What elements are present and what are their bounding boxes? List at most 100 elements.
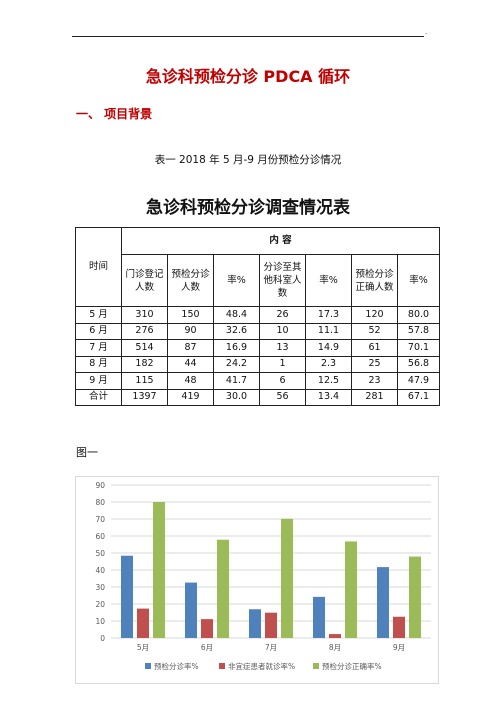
table-cell: 6 xyxy=(259,372,306,390)
table-header-time: 时间 xyxy=(75,227,122,307)
y-tick-label: 30 xyxy=(95,583,105,592)
column-header: 预检分诊正确人数 xyxy=(351,254,398,307)
y-tick-label: 10 xyxy=(95,617,105,626)
row-label: 合计 xyxy=(75,388,122,406)
table-cell: 182 xyxy=(121,355,168,373)
row-label: 7 月 xyxy=(75,339,122,357)
bar xyxy=(121,555,133,638)
table-cell: 26 xyxy=(259,306,306,324)
table-header-content: 内 容 xyxy=(120,227,441,255)
table-cell: 419 xyxy=(167,388,214,406)
table-cell: 1 xyxy=(259,355,306,373)
table-cell: 25 xyxy=(351,355,398,373)
legend-swatch xyxy=(313,663,319,669)
y-tick-label: 60 xyxy=(95,532,105,541)
table-cell: 514 xyxy=(121,339,168,357)
table-cell: 2.3 xyxy=(305,355,352,373)
table-cell: 57.8 xyxy=(396,322,441,340)
column-header: 门诊登记人数 xyxy=(121,254,168,307)
row-label: 9 月 xyxy=(75,372,122,390)
x-tick-label: 8月 xyxy=(329,643,341,652)
y-tick-label: 70 xyxy=(95,515,105,524)
table-caption: 表一 2018 年 5 月-9 月份预检分诊情况 xyxy=(154,154,342,166)
x-tick-label: 5月 xyxy=(137,643,149,652)
table-row: 合计 1397 419 30.0 56 13.4 281 67.1 xyxy=(75,388,441,406)
bar xyxy=(217,539,229,638)
bar xyxy=(409,556,421,638)
table-row: 8 月 182 44 24.2 1 2.3 25 56.8 xyxy=(75,355,441,373)
x-tick-label: 9月 xyxy=(393,643,405,652)
table-cell: 70.1 xyxy=(396,339,441,357)
bar xyxy=(281,518,293,638)
table-cell: 310 xyxy=(121,306,168,324)
table-cell: 1397 xyxy=(121,388,168,406)
table-cell: 17.3 xyxy=(305,306,352,324)
document-title: 急诊科预检分诊 PDCA 循环 xyxy=(145,67,351,86)
column-header: 率% xyxy=(305,254,352,307)
table-row: 5 月 310 150 48.4 26 17.3 120 80.0 xyxy=(75,306,441,324)
header-rule xyxy=(72,36,424,37)
table-row: 6 月 276 90 32.6 10 11.1 52 57.8 xyxy=(75,322,441,340)
table-cell: 30.0 xyxy=(213,388,260,406)
bar-chart: 0 10 20 30 40 50 60 70 80 90 5月 6月 7月 8月 9月 预检分诊率% 非宜症患者… xyxy=(75,476,439,684)
table-cell: 52 xyxy=(351,322,398,340)
bar xyxy=(265,612,277,638)
legend-swatch xyxy=(219,663,225,669)
table-cell: 24.2 xyxy=(213,355,260,373)
survey-table: 时间 内 容 门诊登记人数 预检分诊人数 率% 分诊至其他科室人数 率% 预检分… xyxy=(75,227,441,406)
y-tick-label: 50 xyxy=(95,549,105,558)
bar xyxy=(201,619,213,638)
bar xyxy=(393,616,405,638)
legend-label: 预检分诊率% xyxy=(154,661,199,671)
table-cell: 87 xyxy=(167,339,214,357)
table-cell: 56.8 xyxy=(396,355,441,373)
table-cell: 276 xyxy=(121,322,168,340)
table-cell: 115 xyxy=(121,372,168,390)
table-cell: 61 xyxy=(351,339,398,357)
table-cell: 48.4 xyxy=(213,306,260,324)
header-mark: . xyxy=(425,28,428,36)
table-cell: 90 xyxy=(167,322,214,340)
table-cell: 10 xyxy=(259,322,306,340)
table-cell: 47.9 xyxy=(396,372,441,390)
table-cell: 32.6 xyxy=(213,322,260,340)
section-heading: 一、 项目背景 xyxy=(76,107,153,121)
bar xyxy=(329,634,341,638)
bar xyxy=(249,609,261,638)
bar xyxy=(153,502,165,638)
table-cell: 23 xyxy=(351,372,398,390)
row-label: 5 月 xyxy=(75,306,122,324)
table-cell: 14.9 xyxy=(305,339,352,357)
row-label: 6 月 xyxy=(75,322,122,340)
bar xyxy=(313,596,325,638)
y-tick-label: 90 xyxy=(95,481,105,490)
table-cell: 11.1 xyxy=(305,322,352,340)
x-tick-label: 6月 xyxy=(201,643,213,652)
bar xyxy=(185,582,197,638)
y-tick-label: 40 xyxy=(95,566,105,575)
table-body: 5 月 310 150 48.4 26 17.3 120 80.0 6 月 276 90 32.6 10… xyxy=(75,306,441,406)
figure-label: 图一 xyxy=(76,446,98,459)
bar xyxy=(377,567,389,638)
legend-label: 非宜症患者就诊率% xyxy=(228,661,295,671)
table-cell: 56 xyxy=(259,388,306,406)
column-header: 分诊至其他科室人数 xyxy=(259,254,306,307)
legend-swatch xyxy=(145,663,151,669)
table-cell: 16.9 xyxy=(213,339,260,357)
table-cell: 41.7 xyxy=(213,372,260,390)
row-label: 8 月 xyxy=(75,355,122,373)
table-row: 9 月 115 48 41.7 6 12.5 23 47.9 xyxy=(75,372,441,390)
column-header: 预检分诊人数 xyxy=(167,254,214,307)
y-tick-label: 20 xyxy=(95,600,105,609)
table-cell: 120 xyxy=(351,306,398,324)
table-cell: 13.4 xyxy=(305,388,352,406)
table-cell: 44 xyxy=(167,355,214,373)
table-title: 急诊科预检分诊调查情况表 xyxy=(146,198,350,218)
table-cell: 281 xyxy=(351,388,398,406)
table-cell: 150 xyxy=(167,306,214,324)
table-cell: 80.0 xyxy=(396,306,441,324)
table-cell: 48 xyxy=(167,372,214,390)
column-header: 率% xyxy=(213,254,260,307)
table-cell: 13 xyxy=(259,339,306,357)
